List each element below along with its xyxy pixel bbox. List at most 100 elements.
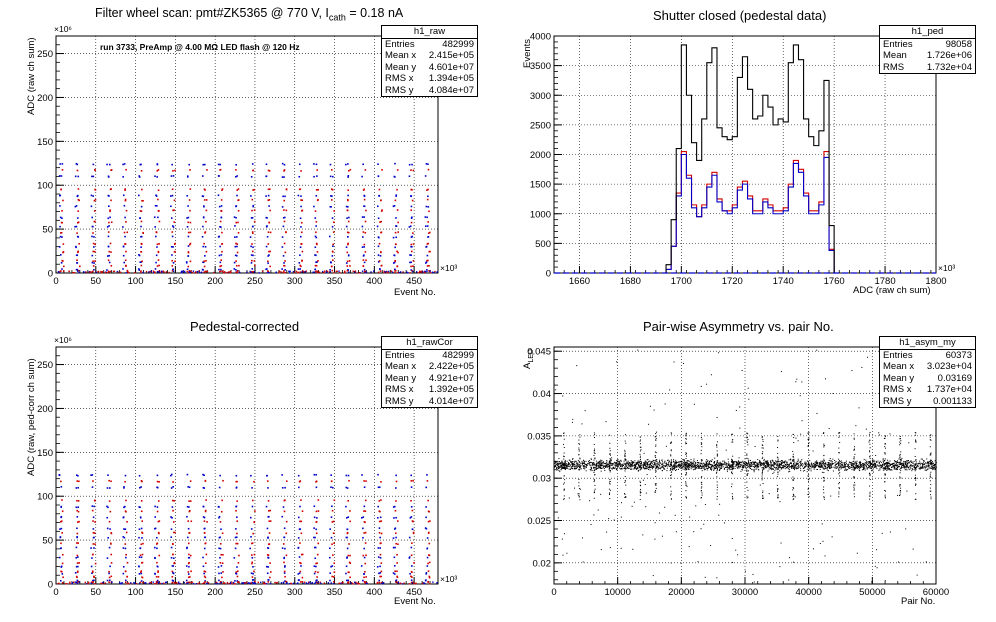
asym-point xyxy=(797,464,799,466)
scan-point xyxy=(380,231,383,233)
asym-point xyxy=(802,464,804,466)
scan-point xyxy=(267,188,270,191)
scan-point xyxy=(395,536,397,539)
scan-point xyxy=(346,198,349,201)
baseline-point xyxy=(75,581,77,584)
scan-point xyxy=(267,566,270,568)
baseline-point xyxy=(104,271,107,274)
asym-point xyxy=(802,463,804,465)
scan-point xyxy=(347,175,350,177)
asym-point xyxy=(603,462,605,464)
asym-point xyxy=(783,462,785,464)
baseline-point xyxy=(319,581,321,583)
scan-point xyxy=(140,570,143,572)
asym-point xyxy=(724,462,726,464)
asym-point xyxy=(669,467,671,469)
scan-point xyxy=(91,254,94,257)
asym-point xyxy=(639,466,641,468)
asym-point xyxy=(690,461,692,463)
scan-point xyxy=(409,572,411,575)
asym-point xyxy=(658,463,660,465)
asym-point xyxy=(646,466,648,468)
scan-point xyxy=(139,217,141,219)
scan-point xyxy=(172,481,174,483)
asym-point xyxy=(644,463,646,465)
baseline-point xyxy=(178,583,180,585)
scan-point xyxy=(174,260,176,263)
scan-point xyxy=(377,486,380,489)
scan-point xyxy=(107,259,110,262)
baseline-point xyxy=(149,581,151,584)
asym-point xyxy=(915,467,917,469)
scan-point xyxy=(283,556,286,559)
scan-point xyxy=(186,547,188,550)
asym-point xyxy=(789,459,791,461)
panel-title: Pair-wise Asymmetry vs. pair No. xyxy=(643,319,834,334)
asym-point xyxy=(738,465,740,467)
scan-point xyxy=(91,553,94,556)
baseline-point xyxy=(364,582,366,584)
asym-point xyxy=(888,469,890,471)
asym-point xyxy=(642,466,644,468)
scan-point xyxy=(171,517,173,519)
scan-point xyxy=(313,565,316,568)
asym-point xyxy=(610,459,612,461)
asym-point xyxy=(585,464,587,466)
asym-point xyxy=(810,465,812,467)
scan-point xyxy=(314,546,317,549)
asym-point xyxy=(879,460,881,462)
asym-point xyxy=(647,461,649,463)
scan-point xyxy=(267,169,270,172)
asym-point xyxy=(768,468,770,470)
baseline-point xyxy=(397,272,399,274)
asym-point xyxy=(774,461,776,463)
baseline-point xyxy=(189,271,192,274)
asym-point xyxy=(932,462,934,464)
asym-point xyxy=(608,466,610,468)
asym-point xyxy=(674,465,676,467)
scan-point xyxy=(254,264,256,267)
scan-point xyxy=(380,264,383,267)
asym-point xyxy=(840,463,842,465)
scan-point xyxy=(187,221,190,224)
asym-point xyxy=(813,466,815,468)
asym-point xyxy=(667,465,669,467)
asym-point xyxy=(887,469,889,471)
asym-point xyxy=(666,464,668,466)
asym-point xyxy=(928,462,930,464)
asym-point xyxy=(784,463,786,465)
asym-point xyxy=(643,467,645,469)
asym-point xyxy=(901,462,903,464)
asym-point xyxy=(615,463,617,465)
scan-point xyxy=(173,581,176,584)
asym-point xyxy=(905,462,907,464)
asym-point xyxy=(902,467,904,469)
scan-point xyxy=(78,562,81,564)
asym-point xyxy=(879,465,881,467)
asym-point xyxy=(731,468,733,470)
scan-point xyxy=(410,269,413,271)
scan-point xyxy=(77,217,79,219)
asym-point xyxy=(665,462,667,464)
scan-point xyxy=(186,515,188,518)
scan-point xyxy=(395,194,398,196)
baseline-point xyxy=(327,582,330,584)
scan-point xyxy=(349,265,351,267)
asym-point xyxy=(606,465,608,467)
baseline-point xyxy=(387,272,389,274)
scan-point xyxy=(315,521,318,523)
scan-point xyxy=(411,520,414,522)
asym-point xyxy=(863,467,865,469)
asym-point xyxy=(738,462,740,464)
asym-point xyxy=(603,465,605,467)
asym-point xyxy=(631,461,633,463)
asym-point xyxy=(903,466,905,468)
asym-point xyxy=(657,462,659,464)
scan-point xyxy=(74,225,76,228)
scan-point xyxy=(363,261,366,264)
scan-point xyxy=(408,226,411,228)
asym-point xyxy=(653,464,655,466)
baseline-point xyxy=(347,582,350,584)
scan-point xyxy=(349,554,351,557)
scan-point xyxy=(187,255,189,257)
